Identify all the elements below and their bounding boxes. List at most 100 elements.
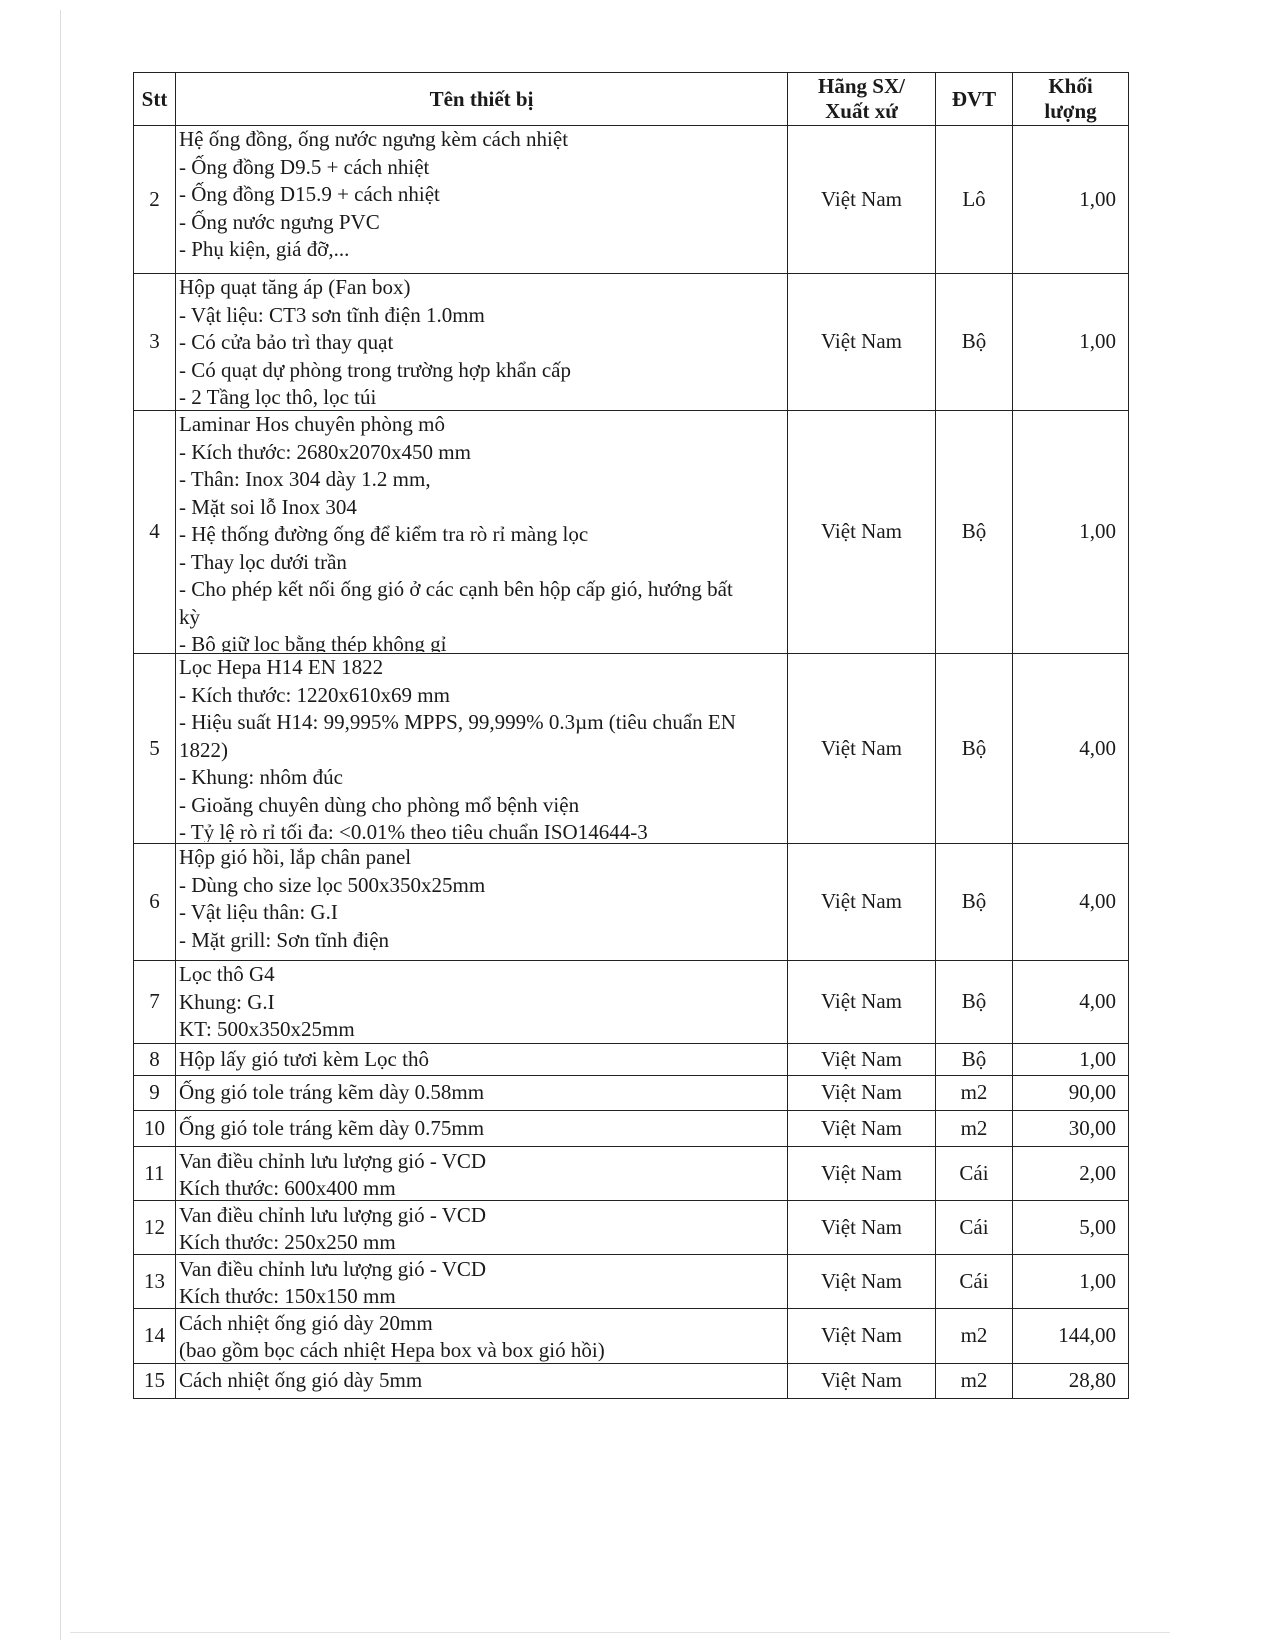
row-name-line: Hệ ống đồng, ống nước ngưng kèm cách nhi… — [179, 127, 569, 151]
row-stt: 11 — [133, 1146, 176, 1201]
row-name-line: - Dùng cho size lọc 500x350x25mm — [179, 872, 486, 897]
row-origin: Việt Nam — [787, 1043, 936, 1076]
header-origin-line1: Hãng SX/ — [818, 74, 905, 98]
header-qty: Khối lượng — [1012, 72, 1129, 126]
row-name-line: - Hiệu suất H14: 99,995% MPPS, 99,999% 0… — [179, 710, 736, 734]
row-unit: m2 — [935, 1110, 1013, 1147]
row-name-line: - Kích thước: 2680x2070x450 mm — [179, 439, 471, 464]
row-stt: 4 — [133, 410, 176, 654]
row-stt: 9 — [133, 1075, 176, 1111]
row-qty: 2,00 — [1012, 1146, 1129, 1201]
row-name-line: Van điều chỉnh lưu lượng gió - VCD — [179, 1202, 487, 1227]
row-origin: Việt Nam — [787, 1110, 936, 1147]
row-stt: 6 — [133, 843, 176, 961]
row-origin: Việt Nam — [787, 843, 936, 961]
row-qty: 1,00 — [1012, 273, 1129, 411]
row-origin: Việt Nam — [787, 653, 936, 844]
row-name-line: - Gioăng chuyên dùng cho phòng mổ bệnh v… — [179, 792, 580, 817]
equipment-table: Stt Tên thiết bị Hãng SX/Xuất xứ ĐVT Khố… — [133, 72, 1129, 1399]
row-stt: 3 — [133, 273, 176, 411]
row-name-line: - Thay lọc dưới trần — [179, 549, 347, 574]
table-body: 2 Hệ ống đồng, ống nước ngưng kèm cách nh… — [133, 125, 1129, 1399]
row-name-line: Lọc Hepa H14 EN 1822 — [179, 655, 384, 679]
row-qty: 5,00 — [1012, 1200, 1129, 1255]
row-name-line: - Có cửa bảo trì thay quạt — [179, 330, 394, 354]
row-name-line: - Có quạt dự phòng trong trường hợp khẩn… — [179, 357, 571, 382]
row-qty: 30,00 — [1012, 1110, 1129, 1147]
row-name: Hộp quạt tăng áp (Fan box) - Vật liệu: CT… — [175, 273, 788, 411]
row-unit: m2 — [935, 1308, 1013, 1364]
row-origin: Việt Nam — [787, 960, 936, 1044]
row-origin: Việt Nam — [787, 1146, 936, 1201]
header-unit: ĐVT — [935, 72, 1013, 126]
row-stt: 12 — [133, 1200, 176, 1255]
row-name-line: Ống gió tole tráng kẽm dày 0.75mm — [179, 1115, 485, 1140]
row-origin: Việt Nam — [787, 273, 936, 411]
table-row: 8 Hộp lấy gió tươi kèm Lọc thô Việt Nam Bộ 1… — [133, 1043, 1129, 1076]
row-name-line: - Bộ giữ lọc bằng thép không gỉ — [179, 632, 447, 652]
table-row: 5 Lọc Hepa H14 EN 1822 - Kích thước: 1220x… — [133, 653, 1129, 844]
header-name: Tên thiết bị — [175, 72, 788, 126]
row-name-line: Khung: G.I — [179, 989, 275, 1014]
row-stt: 2 — [133, 125, 176, 274]
row-name-line: - Vật liệu thân: G.I — [179, 900, 338, 924]
row-qty: 1,00 — [1012, 125, 1129, 274]
row-name: Lọc Hepa H14 EN 1822 - Kích thước: 1220x6… — [175, 653, 788, 844]
row-name-line: - Hệ thống đường ống để kiểm tra rò rỉ m… — [179, 522, 589, 546]
row-name: Van điều chỉnh lưu lượng gió - VCD Kích t… — [175, 1146, 788, 1201]
row-name-line: - Ống đồng D9.5 + cách nhiệt — [179, 154, 430, 179]
row-name-line: Hộp quạt tăng áp (Fan box) — [179, 275, 411, 299]
table-row: 14 Cách nhiệt ống gió dày 20mm (bao gồm bọ… — [133, 1308, 1129, 1364]
row-stt: 10 — [133, 1110, 176, 1147]
row-name-line: 1822) — [179, 737, 228, 762]
row-stt: 14 — [133, 1308, 176, 1364]
row-unit: Bộ — [935, 843, 1013, 961]
row-name-line: - Phụ kiện, giá đỡ,... — [179, 237, 350, 261]
row-name-line: - Ống đồng D15.9 + cách nhiệt — [179, 182, 440, 206]
table-row: 4 Laminar Hos chuyên phòng mô - Kích thước… — [133, 410, 1129, 654]
row-qty: 4,00 — [1012, 960, 1129, 1044]
row-origin: Việt Nam — [787, 1254, 936, 1309]
row-unit: Bộ — [935, 273, 1013, 411]
row-name-line: Lọc thô G4 — [179, 962, 275, 986]
row-name: Van điều chỉnh lưu lượng gió - VCD Kích t… — [175, 1200, 788, 1255]
row-name-line: - Ống nước ngưng PVC — [179, 209, 380, 234]
row-name-line: Hộp lấy gió tươi kèm Lọc thô — [179, 1046, 429, 1071]
row-name: Lọc thô G4 Khung: G.I KT: 500x350x25mm — [175, 960, 788, 1044]
row-name-line: Van điều chỉnh lưu lượng gió - VCD — [179, 1148, 487, 1173]
header-stt: Stt — [133, 72, 176, 126]
row-stt: 13 — [133, 1254, 176, 1309]
header-origin: Hãng SX/Xuất xứ — [787, 72, 936, 126]
row-origin: Việt Nam — [787, 1363, 936, 1399]
row-qty: 1,00 — [1012, 1254, 1129, 1309]
row-qty: 4,00 — [1012, 843, 1129, 961]
row-name: Laminar Hos chuyên phòng mô - Kích thước:… — [175, 410, 788, 654]
row-name: Hộp lấy gió tươi kèm Lọc thô — [175, 1043, 788, 1076]
table-row: 13 Van điều chỉnh lưu lượng gió - VCD Kích… — [133, 1254, 1129, 1309]
row-origin: Việt Nam — [787, 1308, 936, 1364]
row-name-line: - Cho phép kết nối ống gió ở các cạnh bê… — [179, 577, 733, 601]
row-unit: m2 — [935, 1363, 1013, 1399]
row-origin: Việt Nam — [787, 1200, 936, 1255]
row-name-line: - Khung: nhôm đúc — [179, 765, 343, 789]
row-unit: Bộ — [935, 960, 1013, 1044]
row-origin: Việt Nam — [787, 1075, 936, 1111]
row-unit: Cái — [935, 1200, 1013, 1255]
header-origin-line2: Xuất xứ — [825, 99, 898, 123]
row-name-line: Laminar Hos chuyên phòng mô — [179, 412, 445, 436]
row-name-line: (bao gồm bọc cách nhiệt Hepa box và box … — [179, 1338, 605, 1362]
row-unit: m2 — [935, 1075, 1013, 1111]
header-qty-line2: lượng — [1044, 99, 1097, 123]
row-name-line: Ống gió tole tráng kẽm dày 0.58mm — [179, 1080, 485, 1105]
row-name-line: Cách nhiệt ống gió dày 5mm — [179, 1368, 423, 1393]
row-unit: Lô — [935, 125, 1013, 274]
row-stt: 7 — [133, 960, 176, 1044]
row-qty: 1,00 — [1012, 1043, 1129, 1076]
row-name: Cách nhiệt ống gió dày 20mm (bao gồm bọc … — [175, 1308, 788, 1364]
row-stt: 5 — [133, 653, 176, 844]
row-qty: 28,80 — [1012, 1363, 1129, 1399]
table-row: 2 Hệ ống đồng, ống nước ngưng kèm cách nh… — [133, 125, 1129, 274]
table-row: 6 Hộp gió hồi, lắp chân panel - Dùng cho s… — [133, 843, 1129, 961]
row-origin: Việt Nam — [787, 125, 936, 274]
row-stt: 8 — [133, 1043, 176, 1076]
